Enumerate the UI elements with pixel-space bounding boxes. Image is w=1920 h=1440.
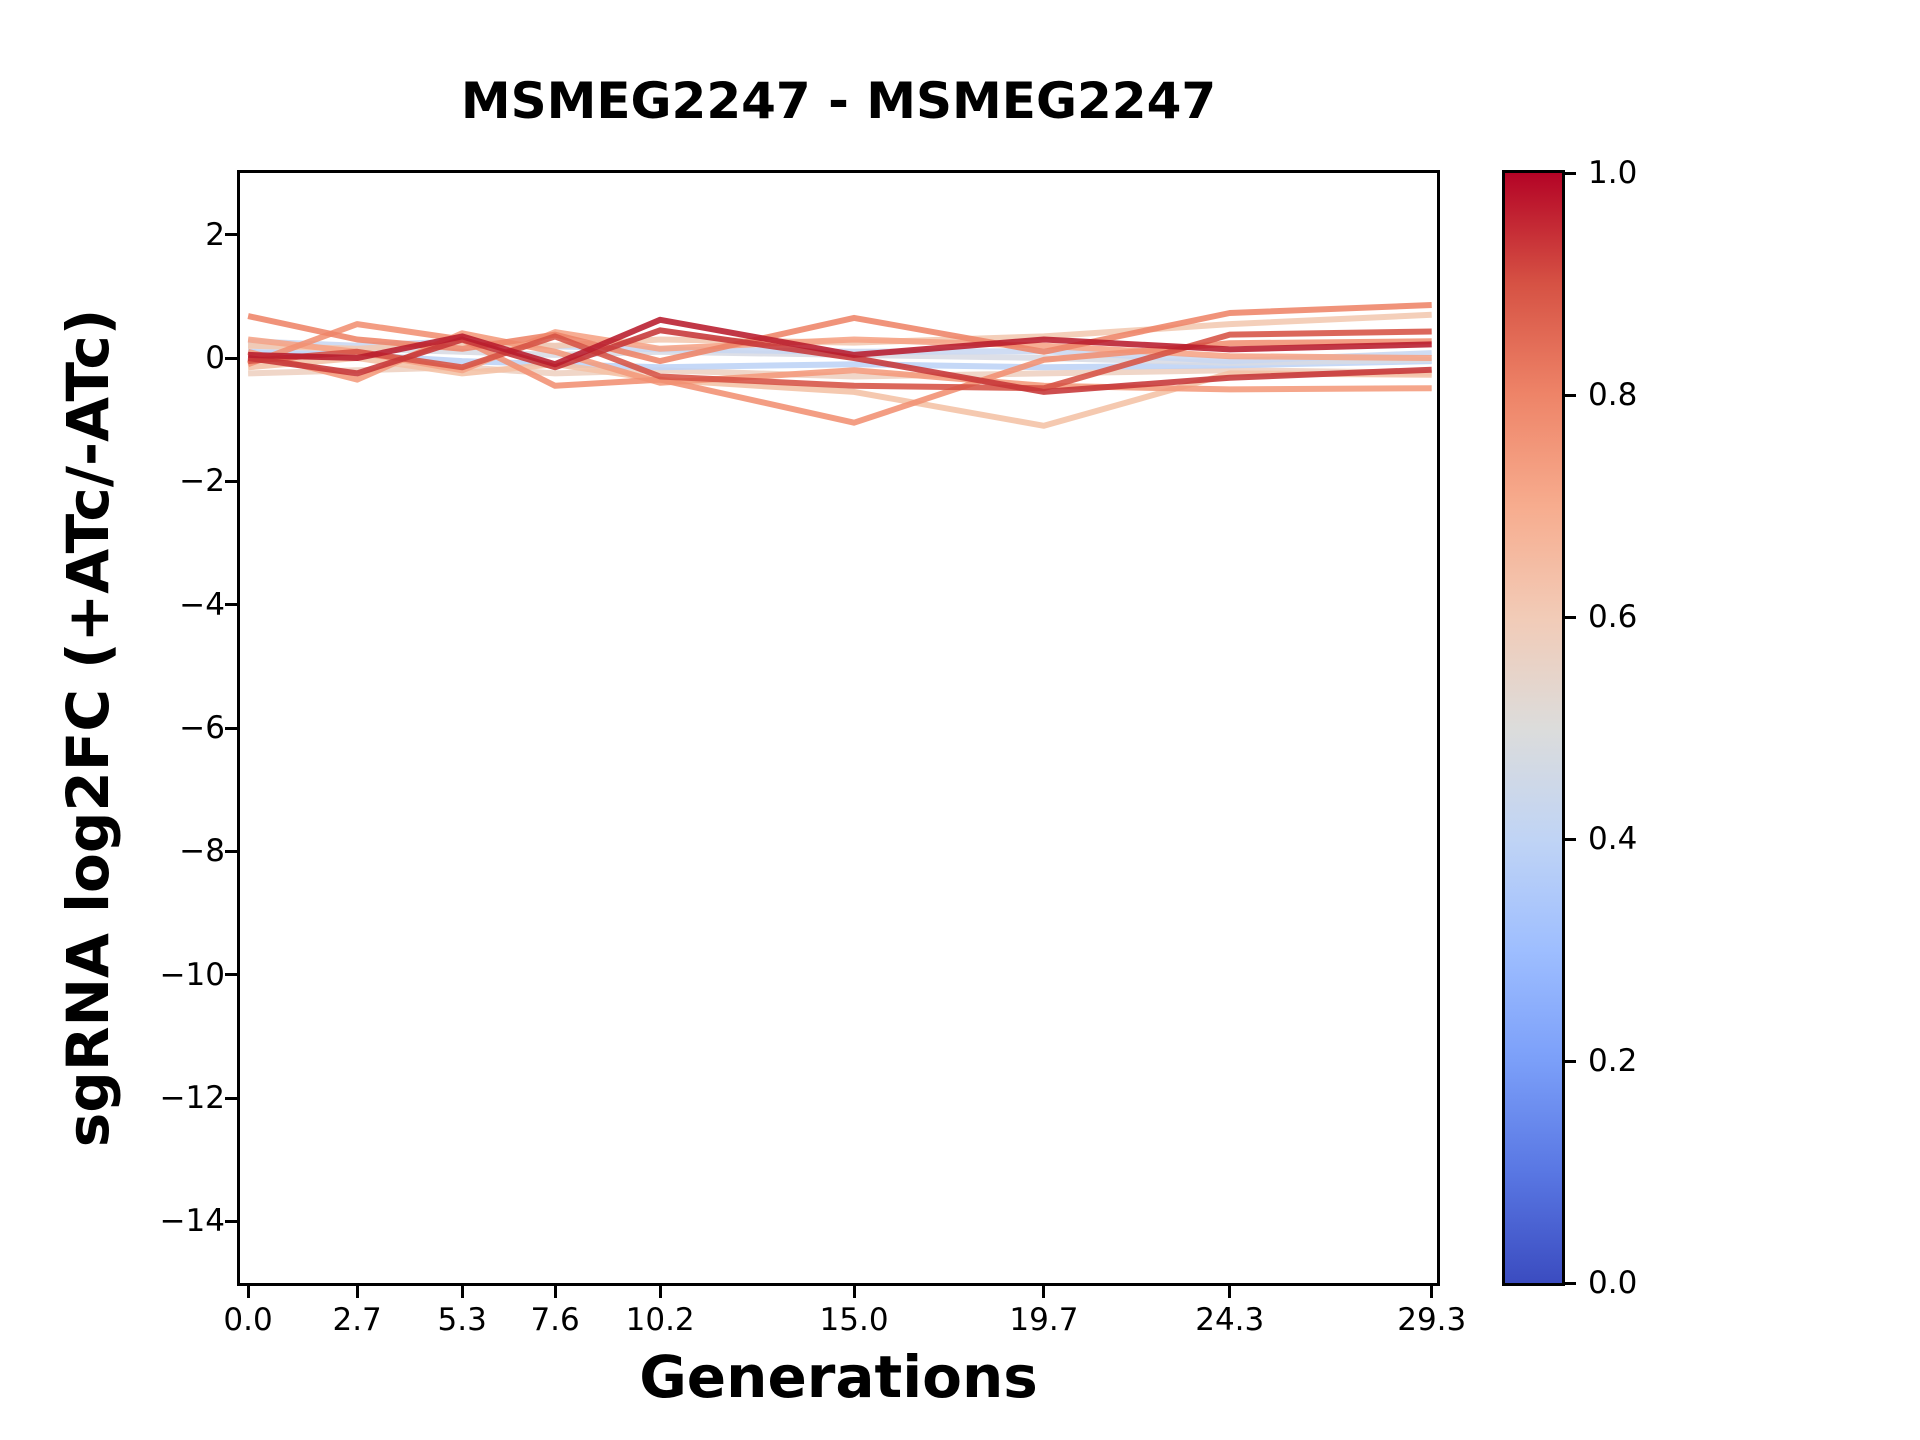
x-tick-label: 7.6 [530,1302,580,1338]
y-tick-label: 0 [205,340,225,376]
sgrna-line-sgrna-10 [247,302,1432,365]
y-tick-mark [225,849,237,853]
x-tick-mark [852,1286,856,1298]
y-tick-mark [225,1096,237,1100]
colorbar-tick-label: 0.6 [1588,599,1638,635]
x-tick-mark [460,1286,464,1298]
y-tick-mark [225,973,237,977]
x-tick-label: 24.3 [1195,1302,1265,1338]
colorbar-tick-label: 0.4 [1588,821,1638,857]
y-tick-mark [225,726,237,730]
colorbar-tick-mark [1565,393,1576,397]
x-tick-mark [1430,1286,1434,1298]
x-tick-label: 10.2 [625,1302,695,1338]
y-tick-label: −2 [179,463,225,500]
x-tick-mark [246,1286,250,1298]
y-tick-mark [225,233,237,237]
x-tick-label: 2.7 [332,1302,382,1338]
x-tick-label: 29.3 [1397,1302,1467,1338]
sgrna-line-sgrna-11 [247,328,1432,392]
colorbar-tick-mark [1565,1281,1576,1285]
y-axis-label: sgRNA log2FC (+ATc/-ATc) [54,308,122,1148]
x-tick-mark [658,1286,662,1298]
x-tick-mark [355,1286,359,1298]
colorbar-tick-mark [1565,615,1576,619]
x-tick-label: 15.0 [819,1302,889,1338]
y-tick-label: −6 [179,710,225,746]
sgrna-line-sgrna-1 [248,364,1432,380]
x-tick-label: 5.3 [437,1302,487,1338]
y-tick-label: −10 [159,956,225,993]
y-tick-mark [225,356,237,360]
colorbar [1502,170,1565,1286]
colorbar-tick-mark [1565,837,1576,841]
x-axis-label: Generations [639,1343,1038,1411]
colorbar-tick-label: 0.2 [1588,1043,1638,1079]
sgrna-line-sgrna-13 [248,316,1432,368]
y-tick-mark [225,603,237,607]
colorbar-tick-label: 1.0 [1588,155,1638,191]
y-tick-mark [225,479,237,483]
y-tick-label: −14 [159,1203,225,1240]
plot-area [237,170,1440,1286]
x-tick-mark [1228,1286,1232,1298]
y-tick-label: −8 [179,833,225,870]
y-tick-mark [225,1219,237,1223]
chart-title: MSMEG2247 - MSMEG2247 [460,72,1217,130]
colorbar-tick-mark [1565,171,1576,175]
y-tick-label: −12 [159,1080,225,1116]
x-tick-label: 0.0 [223,1302,273,1338]
x-tick-label: 19.7 [1009,1302,1079,1338]
y-tick-label: 2 [205,216,225,253]
sgrna-line-sgrna-12 [247,327,1432,395]
colorbar-tick-mark [1565,1059,1576,1063]
x-tick-mark [553,1286,557,1298]
x-tick-mark [1042,1286,1046,1298]
line-chart [247,302,1432,429]
y-tick-label: −4 [179,586,225,623]
colorbar-tick-label: 0.0 [1588,1265,1638,1301]
colorbar-tick-label: 0.8 [1588,377,1638,413]
